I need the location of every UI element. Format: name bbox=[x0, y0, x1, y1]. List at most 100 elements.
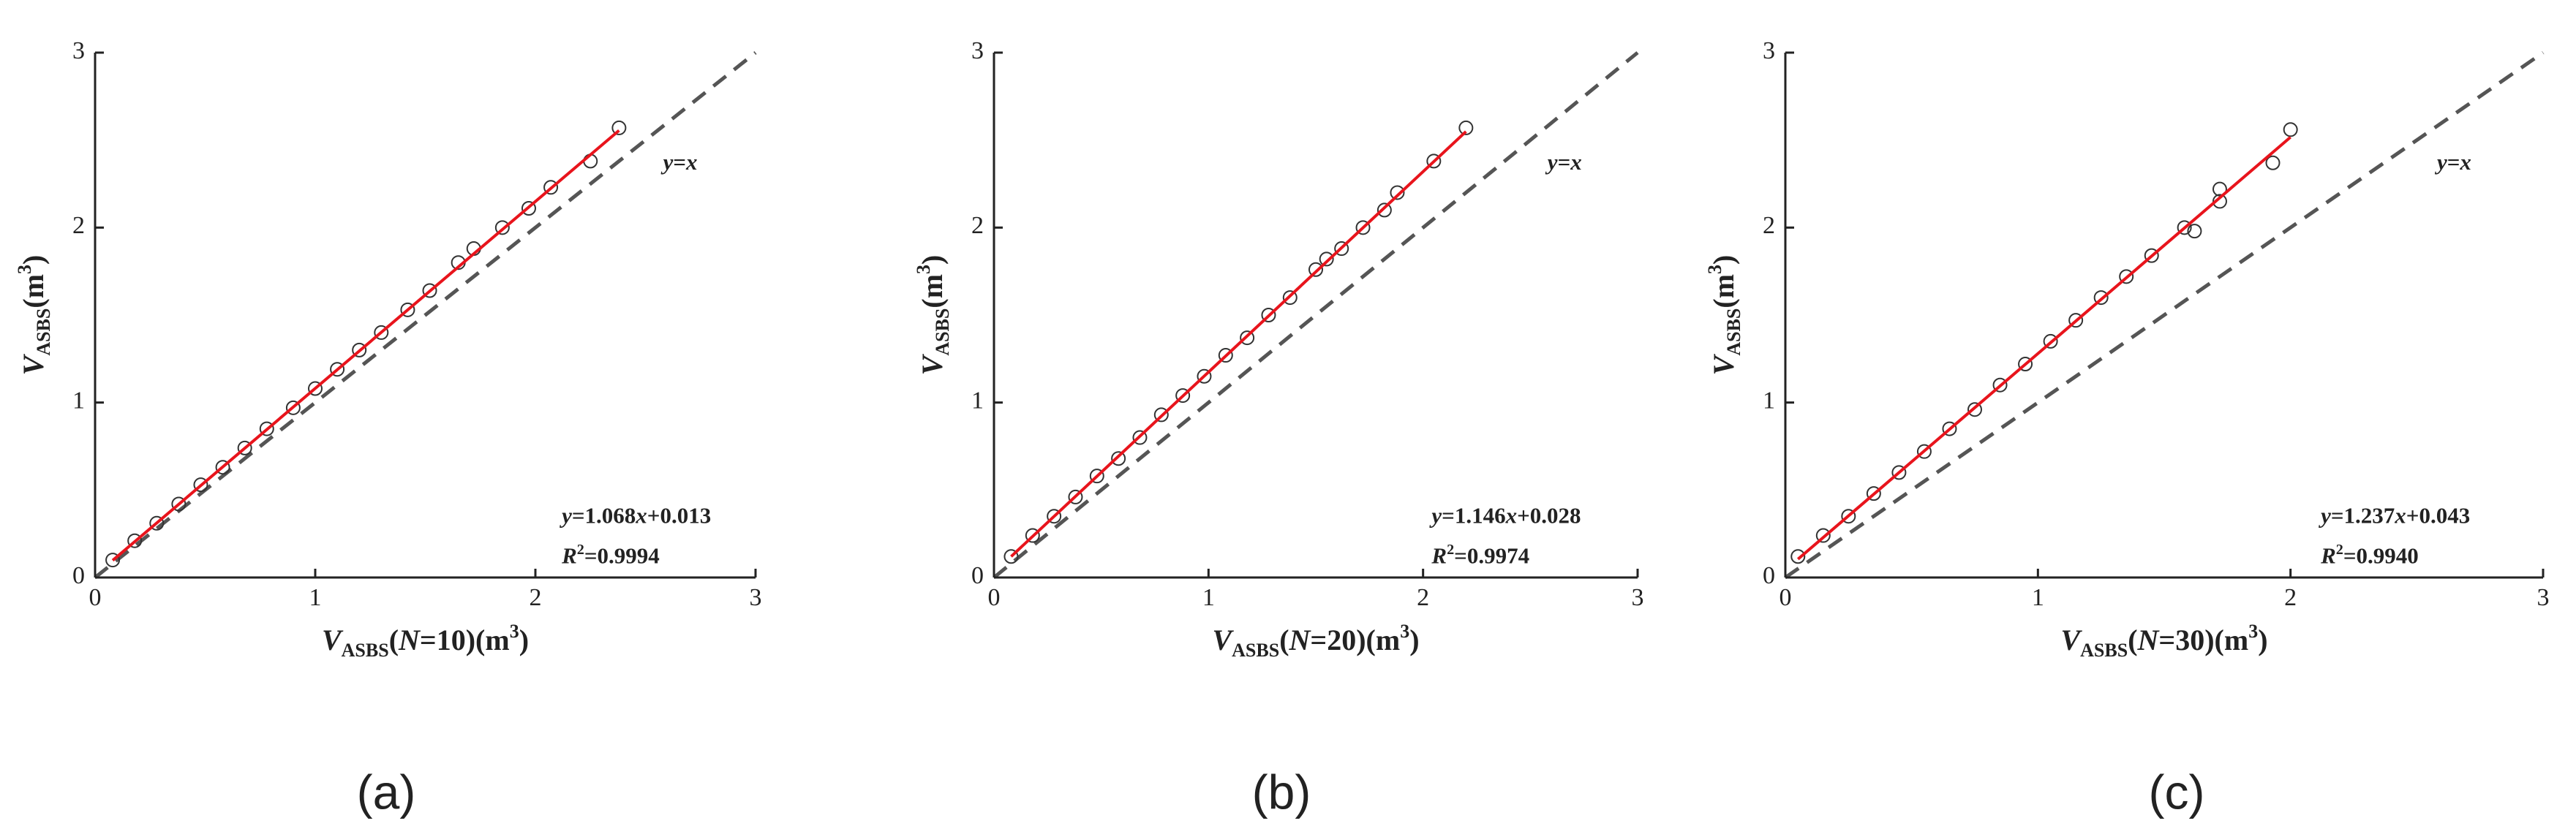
reference-label-part: x bbox=[1570, 149, 1582, 175]
x-axis-label-part: V bbox=[2060, 624, 2082, 656]
x-tick-label: 0 bbox=[1780, 584, 1792, 611]
data-point bbox=[2187, 224, 2202, 239]
data-point bbox=[2119, 269, 2134, 284]
x-tick-label: 2 bbox=[530, 584, 542, 611]
data-point bbox=[2018, 357, 2033, 372]
y-tick-label: 3 bbox=[1763, 37, 1775, 64]
data-point bbox=[400, 302, 415, 317]
data-point bbox=[1068, 489, 1083, 504]
data-point bbox=[1891, 465, 1907, 480]
data-point bbox=[352, 342, 367, 357]
x-axis-label-part: V bbox=[1212, 624, 1234, 656]
y-tick-label: 2 bbox=[72, 212, 85, 239]
data-point bbox=[2177, 220, 2192, 235]
data-point bbox=[374, 325, 389, 340]
data-point bbox=[543, 180, 559, 195]
y-axis-label-part: ) bbox=[17, 255, 50, 265]
y-tick-label: 3 bbox=[971, 37, 984, 64]
data-point bbox=[1111, 451, 1126, 466]
data-point bbox=[127, 533, 143, 548]
reference-line bbox=[1784, 50, 2545, 580]
r-squared-part: 2 bbox=[1447, 541, 1454, 557]
data-point bbox=[1866, 486, 1881, 501]
data-point bbox=[2283, 122, 2298, 137]
data-point bbox=[171, 496, 187, 512]
fit-equation-part: x bbox=[2394, 503, 2406, 529]
data-point bbox=[1334, 241, 1349, 257]
data-point bbox=[1175, 388, 1191, 404]
r-squared-part: 2 bbox=[577, 541, 584, 557]
chart-panel: 0 1 2 30123VASBS(N=10)(m3)VASBS(m3)y=xy=1.0… bbox=[14, 37, 762, 819]
fit-equation-part: =1.068 bbox=[572, 503, 636, 529]
data-point bbox=[1261, 308, 1276, 322]
fit-equation-part: +0.028 bbox=[1517, 503, 1581, 529]
reference-label-part: y bbox=[1545, 149, 1558, 175]
y-tick-label: 3 bbox=[72, 37, 85, 64]
data-point bbox=[1390, 185, 1405, 200]
y-axis-label-part: V bbox=[1707, 353, 1740, 375]
x-axis-label-part: ASBS bbox=[2080, 640, 2128, 661]
y-axis-label-part: V bbox=[916, 353, 949, 375]
r-squared-part: R bbox=[1431, 543, 1447, 569]
chart-panel: 0 1 2 30123VASBS(N=30)(m3)VASBS(m3)y=xy=1.2… bbox=[1704, 37, 2550, 819]
x-axis-label-part: 3 bbox=[510, 621, 519, 642]
x-axis-label-part: N bbox=[1289, 624, 1312, 656]
data-point bbox=[1355, 220, 1371, 235]
x-axis-label-part: =10)(m bbox=[420, 624, 510, 656]
data-point bbox=[1153, 407, 1169, 423]
fit-line bbox=[1010, 130, 1467, 558]
fit-equation: y=1.237x+0.043 bbox=[2318, 503, 2470, 529]
reference-label-part: = bbox=[2447, 149, 2460, 175]
data-point bbox=[1916, 444, 1932, 459]
reference-label-part: y bbox=[660, 149, 674, 175]
data-point bbox=[215, 460, 230, 475]
x-axis-label-part: ASBS bbox=[342, 640, 389, 661]
fit-equation-part: x bbox=[635, 503, 647, 529]
data-point bbox=[1841, 509, 1856, 524]
reference-label: y=x bbox=[1545, 149, 1582, 175]
r-squared-part: R bbox=[2320, 543, 2336, 569]
data-point bbox=[2068, 313, 2084, 328]
data-point bbox=[1815, 528, 1831, 543]
y-axis-label: VASBS(m3) bbox=[1704, 255, 1744, 376]
reference-line bbox=[94, 51, 757, 579]
y-tick-label: 2 bbox=[971, 212, 984, 239]
data-point bbox=[1282, 290, 1298, 306]
data-point bbox=[1047, 509, 1062, 524]
data-point bbox=[1458, 120, 1474, 135]
r-squared-part: =0.9940 bbox=[2343, 543, 2419, 569]
data-point bbox=[521, 201, 536, 216]
x-axis-label-part: ) bbox=[1409, 624, 1419, 656]
r-squared: R2=0.9974 bbox=[1431, 541, 1529, 568]
data-point bbox=[1308, 262, 1323, 277]
x-tick-label: 2 bbox=[1417, 584, 1429, 611]
y-axis-label-part: (m bbox=[916, 274, 949, 308]
data-point bbox=[2144, 248, 2159, 263]
r-squared-part: R bbox=[561, 543, 577, 569]
panel-label: (a) bbox=[357, 765, 416, 819]
reference-label-part: = bbox=[1558, 149, 1571, 175]
fit-equation-part: =1.237 bbox=[2331, 503, 2395, 529]
fit-line bbox=[111, 129, 620, 562]
y-axis-label-part: ASBS bbox=[932, 308, 953, 356]
x-tick-label: 2 bbox=[2284, 584, 2297, 611]
data-point bbox=[149, 515, 165, 531]
r-squared: R2=0.9994 bbox=[561, 541, 660, 568]
data-point bbox=[308, 381, 323, 396]
fit-equation: y=1.146x+0.028 bbox=[1428, 503, 1581, 529]
x-tick-label: 1 bbox=[1202, 584, 1215, 611]
y-tick-label: 0 bbox=[72, 562, 85, 589]
y-tick-label: 1 bbox=[971, 387, 984, 414]
y-axis-label-part: 3 bbox=[913, 265, 934, 274]
chart-panel: 0 1 2 30123VASBS(N=20)(m3)VASBS(m3)y=xy=1.1… bbox=[913, 37, 1644, 819]
r-squared-part: 2 bbox=[2336, 541, 2343, 557]
fit-equation-part: =1.146 bbox=[1442, 503, 1505, 529]
fit-equation-part: y bbox=[1428, 503, 1442, 529]
fit-equation-part: y bbox=[2318, 503, 2331, 529]
panel-label: (c) bbox=[2149, 765, 2205, 819]
data-point bbox=[1942, 421, 1957, 436]
data-point bbox=[1025, 528, 1040, 543]
y-axis-label-part: ASBS bbox=[33, 308, 54, 356]
data-point bbox=[1319, 251, 1334, 267]
